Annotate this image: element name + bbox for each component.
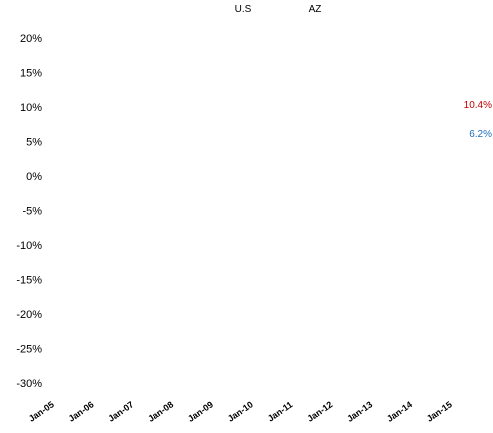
x-tick-label: Jan-07	[106, 399, 135, 424]
y-tick-label: 10%	[20, 102, 42, 114]
legend: U.S AZ	[235, 4, 322, 15]
y-tick-label: -30%	[16, 378, 42, 390]
x-tick-label: Jan-06	[67, 399, 96, 424]
x-tick-label: Jan-13	[345, 399, 374, 424]
x-tick-label: Jan-12	[305, 399, 334, 424]
y-tick-label: -10%	[16, 240, 42, 252]
y-tick-label: 0%	[26, 171, 42, 183]
legend-label: U.S	[235, 4, 252, 15]
y-tick-label: -5%	[22, 206, 42, 218]
x-tick-label: Jan-11	[266, 399, 295, 423]
y-tick-label: -25%	[16, 344, 42, 356]
series-end-label: 10.4%	[464, 100, 492, 111]
x-tick-label: Jan-08	[146, 399, 175, 424]
y-axis: 20% 15% 10% 5% 0% -5% -10% -15% -20% -25% -30%	[16, 33, 42, 390]
series-end-label: 6.2%	[469, 129, 492, 140]
series-layer: 6.2% 10.4%	[464, 100, 492, 140]
y-tick-label: -20%	[16, 309, 42, 321]
y-tick-label: 20%	[20, 33, 42, 45]
legend-label: AZ	[309, 4, 322, 15]
y-tick-label: -15%	[16, 275, 42, 287]
y-tick-label: 15%	[20, 68, 42, 80]
x-tick-label: Jan-10	[226, 399, 255, 424]
x-tick-label: Jan-15	[425, 399, 454, 424]
x-tick-label: Jan-05	[27, 399, 56, 424]
x-axis: Jan-05 Jan-06 Jan-07 Jan-08 Jan-09 Jan-10 Jan-…	[27, 399, 454, 424]
x-tick-label: Jan-09	[186, 399, 215, 424]
x-tick-label: Jan-14	[385, 399, 414, 424]
y-tick-label: 5%	[26, 137, 42, 149]
